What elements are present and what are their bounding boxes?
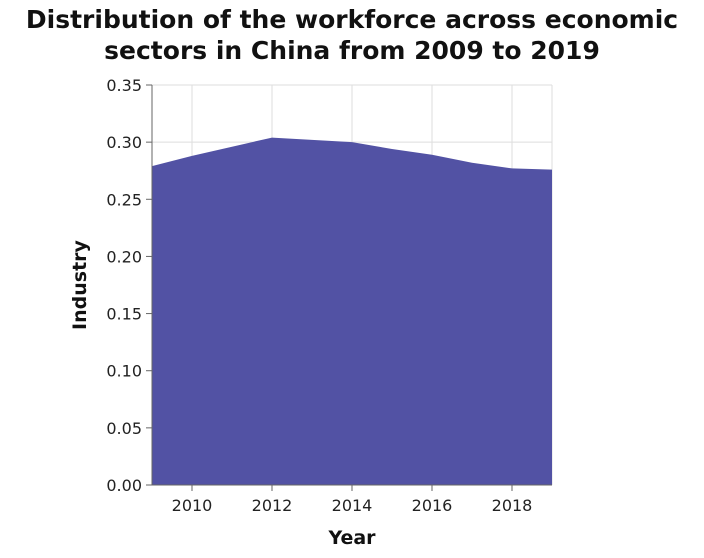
x-axis-label: Year xyxy=(327,527,376,549)
axes xyxy=(146,84,552,491)
x-tick-label: 2010 xyxy=(172,496,213,515)
x-tick-label: 2012 xyxy=(252,496,293,515)
x-tick-label: 2016 xyxy=(412,496,453,515)
chart-title: Distribution of the workforce across eco… xyxy=(25,5,679,65)
y-tick-label: 0.25 xyxy=(106,190,142,209)
y-tick-label: 0.00 xyxy=(106,476,142,495)
y-axis-label: Industry xyxy=(69,239,91,329)
y-tick-label: 0.05 xyxy=(106,419,142,438)
area-series-industry xyxy=(152,137,552,486)
y-tick-label: 0.10 xyxy=(106,362,142,381)
x-tick-label: 2018 xyxy=(492,496,533,515)
x-tick-label: 2014 xyxy=(332,496,373,515)
y-tick-label: 0.30 xyxy=(106,133,142,152)
y-tick-label: 0.15 xyxy=(106,305,142,324)
tick-labels: 0.00 0.05 0.10 0.15 0.20 0.25 0.30 0.35 2010 2012… xyxy=(106,76,532,515)
y-tick-label: 0.20 xyxy=(106,247,142,266)
y-tick-label: 0.35 xyxy=(106,76,142,95)
